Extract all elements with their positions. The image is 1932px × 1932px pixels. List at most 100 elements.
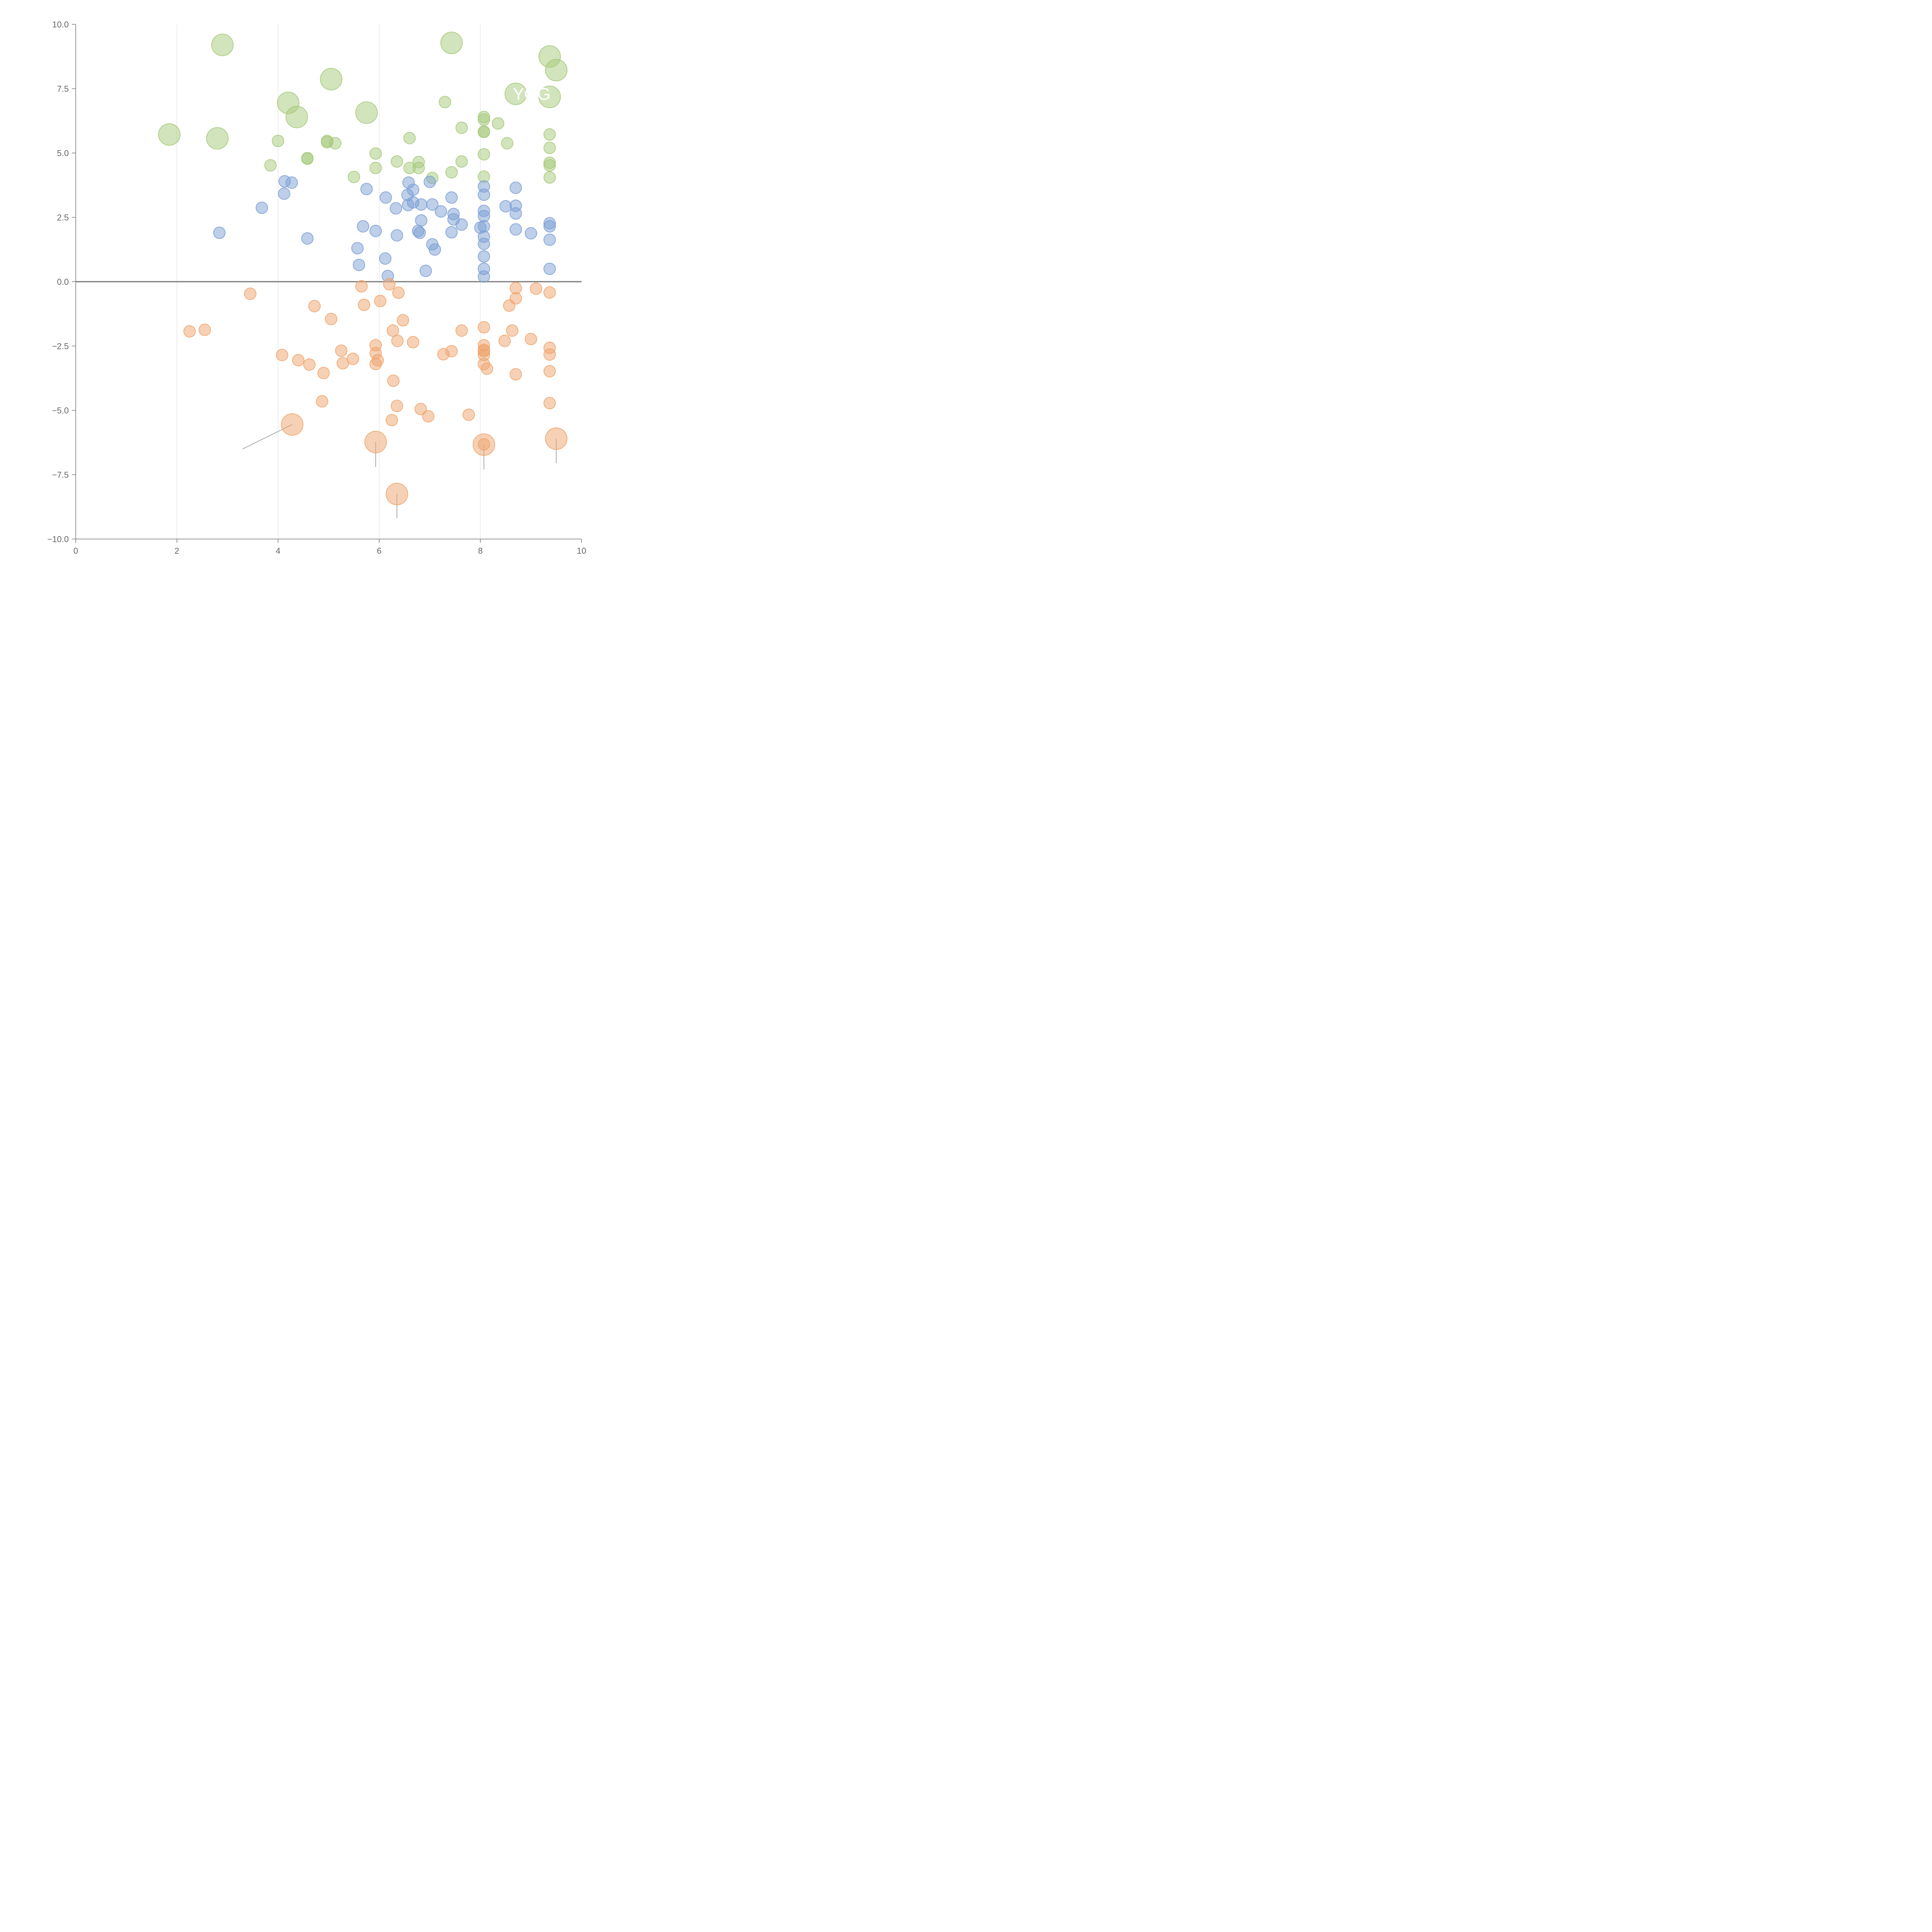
green-point (440, 31, 463, 54)
blue-point (478, 220, 490, 233)
blue-point (478, 188, 490, 201)
blue-point (369, 224, 382, 237)
green-point (211, 34, 234, 56)
blue-point (413, 226, 426, 239)
orange-point (525, 333, 537, 345)
x-tick-label: 8 (478, 546, 483, 556)
blue-point (543, 220, 556, 233)
y-tick-label: −7.5 (52, 470, 69, 480)
orange-point (198, 323, 211, 336)
blue-point (445, 191, 458, 204)
blue-point (426, 198, 439, 211)
green-point (412, 162, 425, 174)
green-point (301, 152, 314, 165)
green-point (320, 68, 343, 90)
blue-point (301, 232, 314, 245)
blue-point (255, 201, 268, 214)
annotation-label: YOG (513, 85, 551, 104)
blue-point (415, 214, 428, 227)
blue-point (419, 265, 432, 277)
orange-point (422, 410, 435, 423)
blue-point (278, 187, 291, 200)
orange-point (463, 408, 475, 421)
orange-point (414, 403, 427, 415)
green-point (543, 128, 556, 141)
orange-point (308, 300, 321, 313)
x-tick-label: 4 (276, 546, 280, 556)
blue-point (389, 202, 402, 215)
y-tick-label: −5.0 (52, 406, 69, 415)
y-tick-label: −10.0 (47, 534, 69, 544)
green-point (543, 171, 556, 184)
orange-point (498, 335, 511, 347)
orange-point (543, 365, 556, 378)
orange-point (530, 282, 543, 295)
orange-point (509, 282, 522, 294)
orange-point (364, 430, 387, 453)
green-point (455, 155, 468, 168)
x-tick-label: 10 (577, 546, 586, 556)
x-axis-ticks: 0 2 4 6 8 10 (73, 539, 586, 556)
blue-point (478, 210, 490, 223)
orange-point (509, 292, 522, 305)
y-axis-ticks: 10.0 7.5 5.0 2.5 0.0 −2.5 −5.0 −7.5 −10.0 (47, 20, 76, 544)
x-tick-label: 6 (377, 546, 381, 556)
blue-point (478, 270, 490, 283)
blue-point (351, 242, 364, 255)
green-point (501, 137, 514, 150)
blue-point (478, 238, 490, 250)
green-point (492, 117, 505, 130)
orange-point (325, 313, 338, 325)
orange-point (276, 349, 289, 361)
green-point (286, 105, 308, 128)
y-tick-label: 7.5 (57, 84, 69, 94)
orange-point (455, 324, 468, 337)
orange-point (369, 358, 382, 371)
orange-point (316, 395, 328, 408)
green-point (455, 121, 468, 134)
orange-point (303, 358, 316, 371)
blue-point (509, 223, 522, 236)
y-tick-label: 5.0 (57, 148, 69, 158)
blue-point (402, 199, 415, 211)
green-point (445, 166, 458, 179)
blue-point (478, 250, 490, 263)
blue-point (415, 198, 428, 211)
orange-point (374, 294, 387, 307)
orange-point (335, 344, 348, 357)
green-point (347, 170, 360, 183)
orange-point (509, 368, 522, 381)
green-point (478, 148, 490, 161)
orange-point (391, 400, 403, 412)
blue-point (543, 262, 556, 275)
orange-point (317, 367, 330, 379)
green-point (478, 126, 490, 138)
green-point (264, 159, 277, 172)
green-point (369, 162, 382, 174)
orange-point (543, 348, 556, 361)
blue-point (525, 227, 537, 240)
orange-point (481, 362, 493, 375)
orange-point (244, 287, 257, 300)
blue-point (379, 252, 392, 265)
blue-point (360, 183, 373, 196)
orange-point (383, 278, 396, 291)
orange-point (292, 354, 304, 367)
green-point (545, 59, 568, 82)
orange-point (386, 414, 398, 427)
y-tick-label: 0.0 (57, 277, 69, 287)
data-points (158, 31, 568, 505)
blue-point (353, 259, 366, 271)
blue-point (391, 229, 403, 242)
orange-point (543, 286, 556, 299)
y-tick-label: −2.5 (52, 342, 69, 351)
orange-point (396, 314, 409, 327)
orange-point (473, 433, 495, 456)
orange-point (445, 345, 458, 357)
green-point (158, 123, 181, 146)
orange-point (386, 483, 408, 505)
blue-point (285, 176, 298, 189)
axes (75, 24, 582, 539)
blue-point (445, 226, 458, 239)
green-point (543, 141, 556, 154)
